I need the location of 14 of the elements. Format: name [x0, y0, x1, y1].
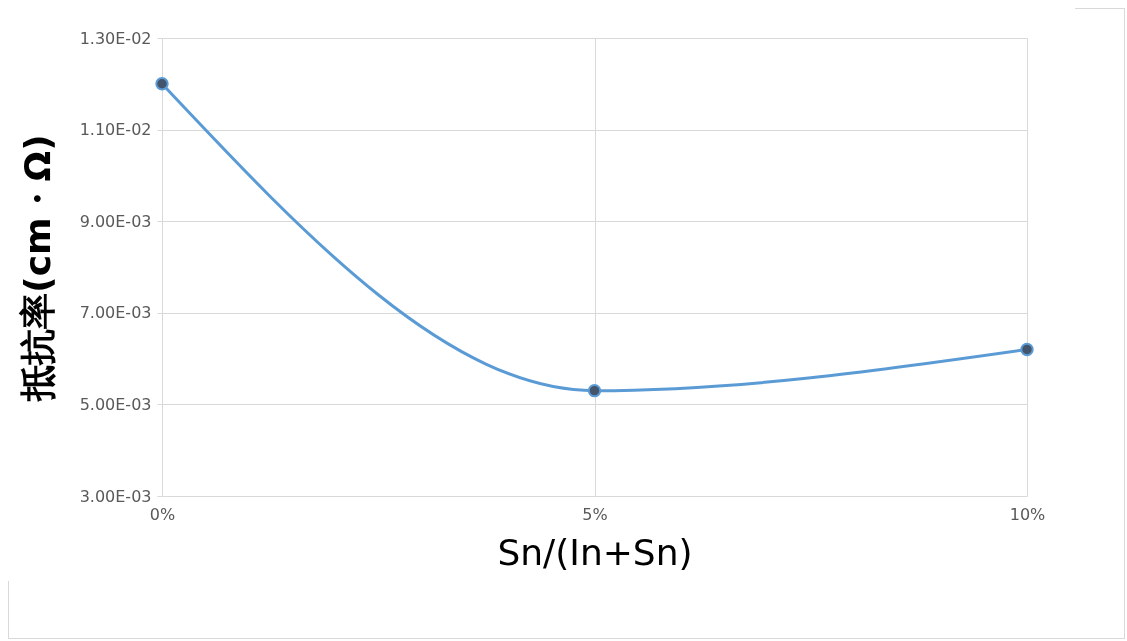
y-tick-label: 5.00E-03 — [79, 394, 152, 414]
y-tick-label: 9.00E-03 — [79, 211, 152, 231]
x-tick-label: 0% — [149, 504, 176, 524]
point — [1020, 342, 1034, 357]
x-tick-label: 10% — [1009, 504, 1046, 524]
y-axis-title: 抵抗率(cm・Ω) — [16, 134, 58, 403]
x-tick-label: 5% — [582, 504, 608, 524]
y-tick-label: 1.10E-02 — [79, 120, 152, 140]
y-tick-label: 7.00E-03 — [79, 303, 152, 323]
point — [587, 383, 602, 398]
x-axis-title: Sn/(In+Sn) — [497, 531, 693, 573]
y-tick-label: 3.00E-03 — [79, 486, 152, 506]
y-tick-label: 1.30E-02 — [79, 28, 152, 48]
point — [155, 77, 169, 91]
